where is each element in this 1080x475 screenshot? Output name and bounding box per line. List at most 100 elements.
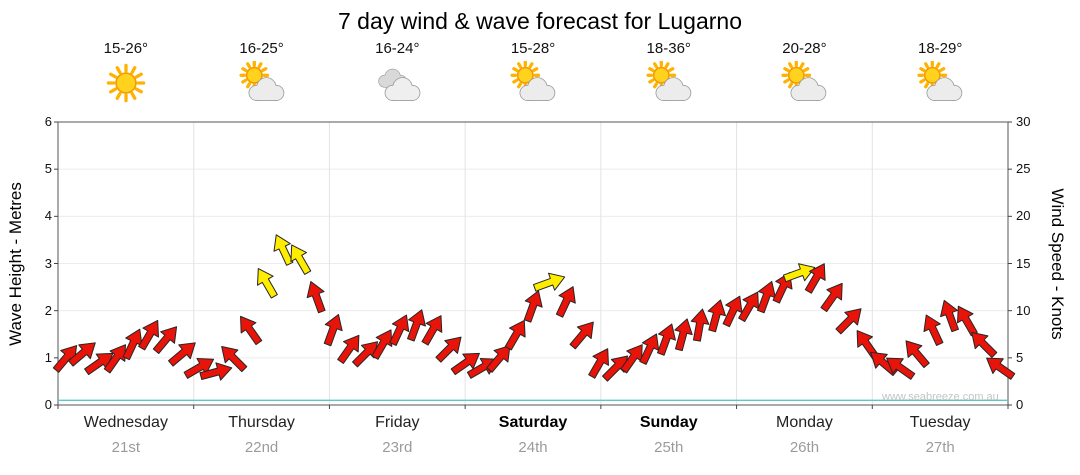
wind-arrow	[240, 315, 263, 346]
temperature-range: 18-29°	[917, 40, 963, 57]
wind-arrow	[122, 328, 143, 361]
x-axis-day: Saturday 24th	[465, 414, 601, 456]
day-name: Thursday	[228, 414, 295, 431]
day-name: Saturday	[498, 414, 568, 431]
wind-arrow	[152, 326, 178, 355]
day-date: 23rd	[382, 439, 413, 456]
wind-arrow	[690, 308, 710, 342]
wind-arrow	[486, 345, 511, 373]
day-date: 24th	[518, 439, 548, 456]
day-forecast: 18-36°	[601, 40, 737, 106]
left-axis-tick-label: 3	[44, 255, 52, 271]
day-date: 25th	[654, 439, 684, 456]
left-axis-tick-label: 2	[44, 302, 52, 318]
day-forecast: 15-28°	[465, 40, 601, 106]
day-forecast: 18-29°	[872, 40, 1008, 106]
left-axis-tick-label: 4	[44, 208, 52, 224]
temperature-range: 15-28°	[510, 40, 556, 57]
day-date: 26th	[789, 439, 820, 456]
wind-arrow	[886, 357, 916, 380]
right-axis-label: Wind Speed - Knots	[1048, 188, 1067, 340]
wind-arrow	[183, 358, 215, 379]
wind-arrow	[588, 348, 609, 379]
x-axis-day: Sunday 25th	[601, 414, 737, 456]
day-forecast: 16-25°	[194, 40, 330, 106]
right-axis-tick-label: 20	[1016, 208, 1031, 224]
left-axis-tick-label: 5	[44, 161, 52, 177]
wind-arrow	[738, 291, 759, 323]
day-name: Friday	[375, 414, 420, 431]
x-axis-day: Friday 23rd	[329, 414, 465, 456]
day-date: 21st	[111, 439, 141, 456]
x-axis-labels: Wednesday 21st Thursday 22nd Friday 23rd…	[58, 414, 1008, 456]
wind-arrow	[306, 280, 326, 314]
right-axis-tick-label: 25	[1016, 161, 1031, 177]
temperature-range: 16-25°	[239, 40, 284, 57]
day-forecast: 15-26°	[58, 40, 194, 106]
x-axis-day: Tuesday 27th	[872, 414, 1008, 456]
strong-wind-arrow	[257, 268, 278, 299]
wind-arrow	[167, 342, 196, 367]
wind-arrow	[971, 331, 998, 358]
day-forecast: 16-24°	[329, 40, 465, 106]
temperature-range: 18-36°	[646, 40, 691, 57]
left-axis-tick-label: 1	[44, 349, 52, 365]
temperature-range: 20-28°	[782, 40, 827, 57]
right-axis-tick-label: 15	[1016, 255, 1031, 271]
wind-arrow	[856, 330, 879, 360]
weather-icon	[872, 60, 1008, 106]
wind-arrow	[639, 333, 660, 365]
left-axis-label: Wave Height - Metres	[6, 182, 25, 346]
day-date: 27th	[925, 439, 955, 456]
day-name: Tuesday	[909, 414, 971, 431]
wind-arrow	[323, 313, 343, 347]
wind-arrow	[757, 280, 776, 314]
weather-icon	[58, 60, 194, 106]
day-forecast: 20-28°	[737, 40, 873, 106]
wind-arrow	[620, 344, 643, 374]
wind-arrow	[905, 340, 930, 369]
wind-arrow	[407, 309, 426, 342]
x-axis-day: Monday 26th	[737, 414, 873, 456]
left-axis-tick-label: 0	[44, 397, 52, 412]
wind-arrow	[138, 319, 159, 351]
wind-arrow	[337, 334, 360, 365]
strong-wind-arrow	[290, 244, 312, 275]
wind-arrow	[504, 319, 526, 351]
day-date: 22nd	[244, 439, 279, 456]
wind-arrow	[52, 345, 78, 373]
wind-arrow	[435, 336, 462, 363]
temperature-range: 16-24°	[375, 40, 420, 57]
wind-arrow	[555, 286, 576, 318]
day-name: Wednesday	[83, 414, 168, 431]
wind-arrow	[820, 282, 843, 313]
temperature-range: 15-26°	[103, 40, 149, 57]
right-axis-tick-label: 10	[1016, 302, 1031, 318]
right-axis-tick-label: 30	[1016, 114, 1031, 129]
weather-icon	[465, 60, 601, 106]
wind-arrow	[804, 263, 826, 294]
wind-arrow	[389, 314, 410, 346]
wind-arrow	[450, 352, 480, 376]
wind-arrow	[523, 290, 543, 323]
day-headers: 15-26° 16-25° 16-24° 15-28° 18-36° 20-28…	[58, 40, 1008, 106]
wind-arrow	[569, 321, 594, 350]
wind-arrow	[957, 305, 978, 337]
day-name: Sunday	[639, 414, 698, 431]
right-axis-tick-label: 5	[1016, 349, 1024, 365]
day-name: Monday	[775, 414, 833, 431]
wind-arrow	[722, 295, 743, 328]
x-axis-day: Thursday 22nd	[194, 414, 330, 456]
wind-arrow	[67, 342, 96, 367]
weather-icon	[329, 60, 465, 106]
wind-arrow	[674, 318, 693, 352]
wind-arrow	[657, 323, 676, 356]
strong-wind-arrow	[782, 263, 816, 283]
chart-title: 7 day wind & wave forecast for Lugarno	[337, 8, 742, 34]
wind-arrow	[835, 308, 862, 335]
strong-wind-arrow	[532, 272, 566, 292]
wind-arrow	[421, 315, 443, 346]
weather-icon	[194, 60, 330, 106]
wind-arrow	[221, 345, 248, 373]
